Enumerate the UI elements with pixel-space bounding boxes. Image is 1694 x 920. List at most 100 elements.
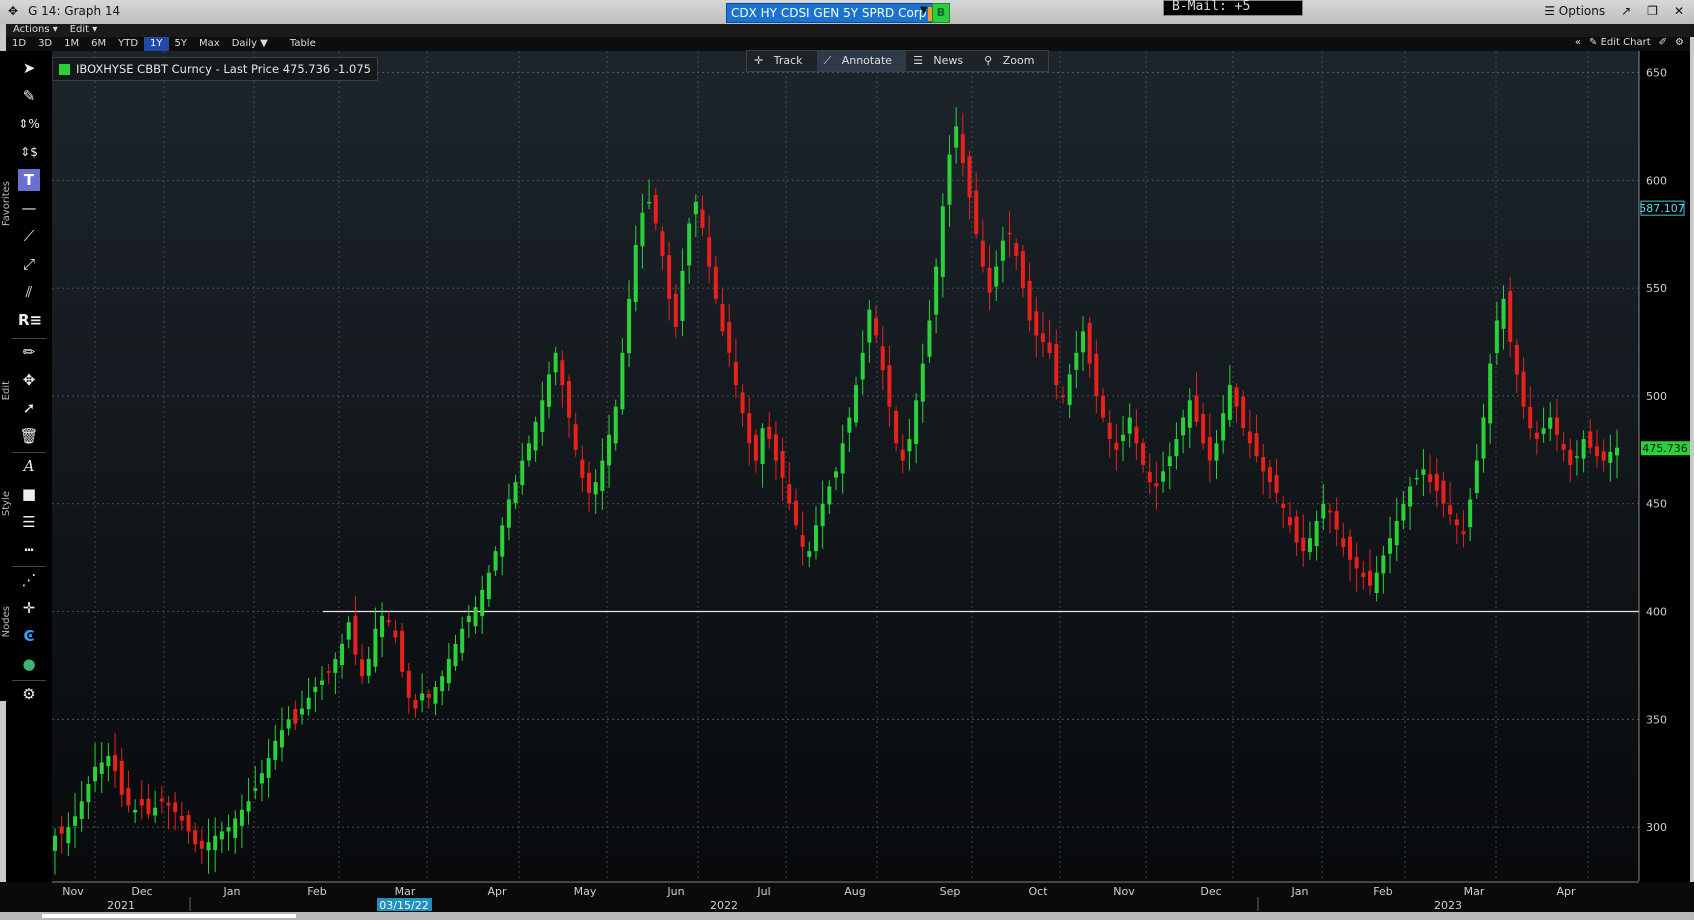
candle-body [1428, 474, 1433, 483]
actions-menu[interactable]: Actions ▾ [13, 24, 58, 35]
candle-body [393, 630, 398, 638]
magnet-icon[interactable]: Ͼ [23, 627, 35, 645]
candle-body [1434, 473, 1439, 491]
candle-body [693, 201, 698, 215]
gear-icon[interactable]: ⚙ [1675, 37, 1684, 48]
period-6m[interactable]: 6M [91, 38, 107, 49]
period-1m[interactable]: 1M [64, 38, 80, 49]
close-icon[interactable]: ✕ [1673, 4, 1684, 18]
annotate-button[interactable]: ⟋ Annotate [816, 51, 907, 71]
period-3d[interactable]: 3D [38, 38, 53, 49]
candle-body [460, 628, 465, 653]
gear-icon[interactable]: ⚙ [22, 685, 36, 703]
candle-body [153, 807, 158, 816]
color-palette-icon[interactable]: ● [22, 655, 36, 673]
pencil-icon[interactable]: ✏ [22, 343, 36, 361]
pointer-icon[interactable]: ➤ [22, 59, 36, 77]
period-max[interactable]: Max [199, 38, 220, 49]
dollar-measure-icon[interactable]: ⇕$ [20, 145, 38, 159]
candle-body [894, 410, 899, 444]
y-tick-label: 450 [1646, 498, 1667, 511]
candle-body [1368, 570, 1373, 586]
select-add-icon[interactable]: ➚ [22, 399, 36, 417]
candle-body [206, 842, 211, 851]
x-month-label: Aug [844, 885, 865, 898]
collapse-icon[interactable]: « [1574, 37, 1582, 48]
candle-body [1067, 374, 1072, 405]
candle-body [1354, 557, 1359, 569]
regression-icon[interactable]: R≡ [18, 311, 43, 329]
candle-body [1494, 320, 1499, 353]
candle-body [1388, 538, 1393, 554]
candle-body [1207, 436, 1212, 461]
trendline-icon[interactable]: ⟋ [23, 227, 35, 245]
candle-body [466, 615, 471, 623]
x-month-label: Apr [1556, 885, 1576, 898]
go-button[interactable]: B [932, 3, 950, 23]
restore-icon[interactable]: ❐ [1647, 4, 1658, 18]
y-tick-label: 400 [1646, 606, 1667, 619]
candle-body [533, 421, 538, 451]
window-titlebar: ✥ G 14: Graph 14 CDX HY CDSI GEN 5Y SPRD… [0, 0, 1694, 24]
edit-chart-button[interactable]: ✎ Edit Chart [1589, 37, 1651, 48]
security-input[interactable]: CDX HY CDSI GEN 5Y SPRD Corp [726, 3, 942, 23]
zoom-button[interactable]: ⚲ Zoom [977, 51, 1048, 71]
period-1d[interactable]: 1D [12, 38, 27, 49]
candle-body [273, 740, 278, 760]
percent-measure-icon[interactable]: ⇕% [18, 117, 40, 131]
fill-color-icon[interactable]: ■ [21, 485, 37, 503]
period-1y[interactable]: 1Y [144, 37, 169, 51]
chevron-down-icon[interactable]: ▼ [920, 5, 928, 16]
candle-body [1594, 446, 1599, 457]
candle-body [1014, 243, 1019, 256]
track-button[interactable]: ✛ Track [747, 51, 817, 71]
candle-body [1301, 537, 1306, 552]
period-ytd[interactable]: YTD [118, 38, 139, 49]
move-icon[interactable]: ✥ [8, 4, 19, 18]
candle-body [1508, 291, 1513, 343]
candle-body [1287, 517, 1292, 526]
x-axis-band [0, 882, 1694, 912]
candle-body [566, 381, 571, 418]
x-month-label: Jan [1291, 885, 1309, 898]
pencil-icon[interactable]: ✐ [1658, 37, 1668, 48]
candle-body [79, 801, 84, 820]
period-5y[interactable]: 5Y [174, 38, 188, 49]
candle-body [320, 680, 325, 685]
period-bar-right: « ✎ Edit Chart ✐ ⚙ [1575, 37, 1684, 48]
candle-body [86, 783, 91, 803]
frequency-select[interactable]: Daily ▼ [231, 38, 268, 49]
candle-body [1374, 572, 1379, 594]
horizontal-line-icon[interactable]: — [21, 199, 37, 217]
move-arrows-icon[interactable]: ✥ [22, 371, 36, 389]
add-node-icon[interactable]: ✛ [22, 599, 36, 617]
options-menu[interactable]: ☰ Options [1544, 4, 1606, 18]
bmail-indicator[interactable]: B-Mail: +5 [1163, 0, 1303, 16]
font-icon[interactable]: A [23, 457, 35, 475]
candle-body [1034, 311, 1039, 336]
news-button[interactable]: ☰ News [906, 51, 977, 71]
dotted-line-icon[interactable]: ⋰ [21, 571, 37, 589]
candle-body [366, 658, 371, 676]
eraser-icon[interactable]: ✎ [22, 87, 36, 105]
x-month-label: Oct [1028, 885, 1048, 898]
ray-line-icon[interactable]: ⤢ [22, 255, 35, 273]
series-legend[interactable]: IBOXHYSE CBBT Curncy - Last Price 475.73… [52, 57, 378, 81]
text-tool-icon[interactable]: T [18, 169, 40, 191]
line-style-icon[interactable]: ┅ [24, 541, 34, 559]
candle-body [406, 670, 411, 698]
trash-icon[interactable]: 🗑 [19, 427, 39, 445]
channel-icon[interactable]: ⫽ [25, 283, 33, 301]
candle-body [213, 835, 218, 851]
candle-body [633, 245, 638, 302]
candle-body [340, 643, 345, 666]
table-button[interactable]: Table [289, 38, 316, 49]
line-weight-icon[interactable]: ☰ [22, 513, 36, 531]
candle-body [767, 426, 772, 440]
edit-menu[interactable]: Edit ▾ [69, 24, 98, 35]
style-section-label: Style [1, 491, 12, 517]
candle-body [727, 321, 732, 353]
candle-body [59, 826, 64, 834]
popout-icon[interactable]: ↗ [1621, 4, 1632, 18]
